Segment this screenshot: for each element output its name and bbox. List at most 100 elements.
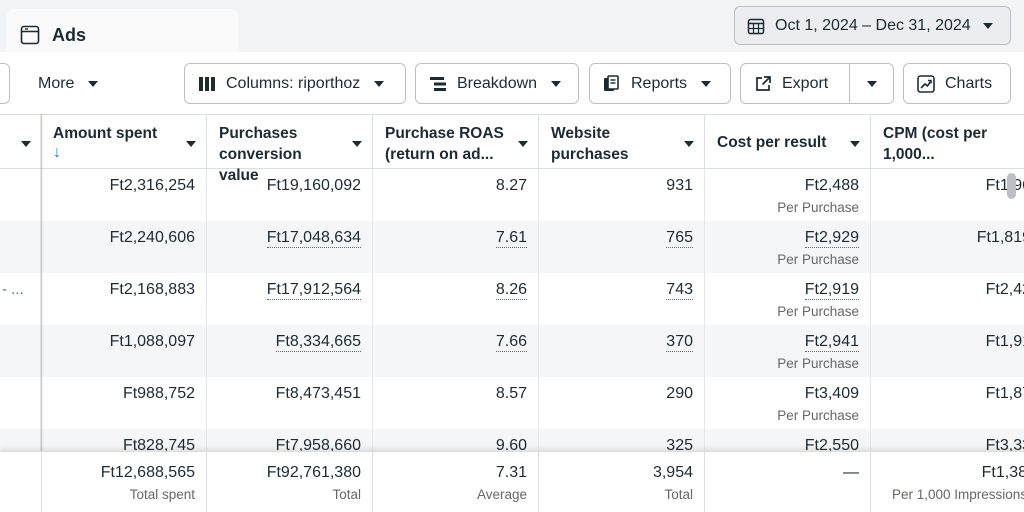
cell-roas-value: 9.60 [495, 437, 527, 454]
export-button[interactable]: Export [740, 63, 894, 104]
cell-cost-per-result[interactable]: Ft2,919 Per Purchase [705, 273, 871, 325]
cell-cost-per-result[interactable]: Ft2,941 Per Purchase [705, 325, 871, 377]
breakdown-button[interactable]: Breakdown [415, 63, 579, 104]
cell-cost-per-result: Ft2,488 Per Purchase [705, 169, 871, 221]
horizontal-scrollbar-thumb[interactable] [1007, 173, 1016, 199]
cell-website-purchases-value[interactable]: 370 [666, 333, 693, 352]
totals-website-purchases: 3,954 Total [539, 452, 705, 512]
export-label: Export [782, 74, 829, 92]
cell-roas-value: 8.27 [495, 177, 527, 194]
more-button[interactable]: More [38, 63, 99, 104]
cell-roas-value[interactable]: 8.26 [495, 281, 527, 300]
cell-conversion-value[interactable]: Ft8,334,665 [207, 325, 373, 377]
sort-descending-icon[interactable]: ↓ [53, 144, 61, 161]
chevron-down-icon[interactable] [186, 141, 196, 147]
cell-conversion-value[interactable]: Ft17,048,634 [207, 221, 373, 273]
cell-conversion-value-value: Ft8,473,451 [275, 385, 361, 402]
cell-cost-per-result-value[interactable]: Ft2,919 [804, 281, 859, 300]
chevron-down-icon [551, 80, 562, 87]
row-name-cell[interactable] [0, 221, 42, 273]
cell-cost-per-result: Ft3,409 Per Purchase [705, 377, 871, 429]
chevron-down-icon[interactable] [518, 141, 528, 147]
cell-cpm: Ft2,42 [871, 273, 1024, 325]
result-type-label: Per Purchase [777, 252, 859, 267]
col-header-cost-per-result[interactable]: Cost per result [705, 115, 871, 169]
row-name-cell[interactable] [0, 325, 42, 377]
ads-tab-label: Ads [52, 24, 87, 45]
cell-amount-spent-value: Ft2,168,883 [109, 281, 195, 298]
chevron-down-icon[interactable] [21, 141, 31, 147]
cell-website-purchases-value: 290 [666, 385, 693, 402]
cell-website-purchases-value[interactable]: 743 [666, 281, 693, 300]
totals-roas: 7.31 Average [373, 452, 539, 512]
chevron-down-icon [701, 80, 712, 87]
truncated-button[interactable] [0, 63, 10, 104]
chevron-down-icon[interactable] [850, 141, 860, 147]
row-name-cell[interactable]: - ... [0, 273, 42, 325]
cell-roas[interactable]: 7.61 [373, 221, 539, 273]
cell-website-purchases[interactable]: 765 [539, 221, 705, 273]
table-row[interactable]: - ... Ft2,168,883 Ft17,912,564 8.26 743 Ft2,9… [0, 273, 1024, 325]
cell-conversion-value: Ft8,473,451 [207, 377, 373, 429]
cell-conversion-value-value[interactable]: Ft8,334,665 [275, 333, 361, 352]
col-header-cpm[interactable]: CPM (cost per 1,000... [883, 125, 988, 163]
charts-icon [917, 74, 935, 93]
totals-conversion-value: Ft92,761,380 Total [207, 452, 373, 512]
col-header-purchases-conversion-value[interactable]: Purchases conversion value [207, 115, 373, 184]
cell-conversion-value-value[interactable]: Ft17,912,564 [266, 281, 361, 300]
export-dropdown-chevron-icon[interactable] [867, 81, 877, 87]
calendar-icon [747, 18, 765, 34]
cell-cpm-value: Ft2,42 [985, 281, 1024, 298]
cell-roas[interactable]: 8.26 [373, 273, 539, 325]
cell-website-purchases-value[interactable]: 765 [666, 229, 693, 248]
table-row[interactable]: Ft2,316,254 Ft19,160,092 8.27 931 Ft2,488 Per… [0, 169, 1024, 221]
reports-button[interactable]: Reports [589, 63, 731, 104]
cell-amount-spent: Ft988,752 [42, 377, 207, 429]
cell-website-purchases[interactable]: 370 [539, 325, 705, 377]
totals-cost-per-result: — [705, 452, 871, 512]
cell-cost-per-result-value: Ft2,488 [804, 177, 859, 194]
cell-amount-spent: Ft2,316,254 [42, 169, 207, 221]
table-row[interactable]: Ft988,752 Ft8,473,451 8.57 290 Ft3,409 Per Pu… [0, 377, 1024, 429]
ad-name-link[interactable]: - ... [2, 281, 24, 298]
charts-button[interactable]: Charts [903, 63, 1011, 104]
table-row[interactable]: Ft1,088,097 Ft8,334,665 7.66 370 Ft2,941 Per … [0, 325, 1024, 377]
row-name-cell[interactable] [0, 377, 42, 429]
cell-conversion-value-value[interactable]: Ft17,048,634 [266, 229, 361, 248]
cell-amount-spent-value: Ft2,316,254 [109, 177, 195, 194]
cell-website-purchases[interactable]: 743 [539, 273, 705, 325]
first-column-header[interactable] [0, 115, 42, 169]
cell-amount-spent: Ft2,240,606 [42, 221, 207, 273]
cell-cost-per-result[interactable]: Ft2,929 Per Purchase [705, 221, 871, 273]
columns-icon [199, 76, 215, 91]
cell-conversion-value[interactable]: Ft17,912,564 [207, 273, 373, 325]
row-name-cell[interactable] [0, 169, 42, 221]
date-range-picker[interactable]: Oct 1, 2024 – Dec 31, 2024 [734, 6, 1011, 45]
totals-cpm: Ft1,38 Per 1,000 Impressions [892, 464, 1024, 502]
cell-roas-value[interactable]: 7.66 [495, 333, 527, 352]
cell-roas[interactable]: 7.66 [373, 325, 539, 377]
cell-cost-per-result-value[interactable]: Ft2,929 [804, 229, 859, 248]
reports-icon [604, 74, 619, 91]
cell-cpm: Ft1,91 [871, 325, 1024, 377]
breakdown-icon [430, 76, 446, 91]
result-type-label: Per Purchase [777, 304, 859, 319]
cell-roas-value[interactable]: 7.61 [495, 229, 527, 248]
totals-row: Ft12,688,565 Total spent Ft92,761,380 To… [0, 451, 1024, 512]
cell-cpm-value: Ft1,91 [985, 333, 1024, 350]
reports-label: Reports [631, 74, 688, 92]
chevron-down-icon[interactable] [684, 141, 694, 147]
cell-conversion-value-value: Ft19,160,092 [266, 177, 361, 194]
cell-conversion-value-value: Ft7,958,660 [275, 437, 361, 454]
col-header-website-purchases[interactable]: Website purchases [539, 115, 705, 169]
table-row[interactable]: Ft2,240,606 Ft17,048,634 7.61 765 Ft2,929 Per… [0, 221, 1024, 273]
col-header-amount-spent[interactable]: Amount spent ↓ [42, 115, 207, 169]
cell-amount-spent-value: Ft988,752 [122, 385, 195, 402]
result-type-label: Per Purchase [777, 408, 859, 423]
more-label: More [38, 74, 75, 92]
cell-cost-per-result-value[interactable]: Ft2,941 [804, 333, 859, 352]
columns-button[interactable]: Columns: riporthoz [184, 63, 406, 104]
export-divider [849, 64, 850, 103]
col-header-purchase-roas[interactable]: Purchase ROAS (return on ad... [373, 115, 539, 169]
chevron-down-icon[interactable] [352, 141, 362, 147]
